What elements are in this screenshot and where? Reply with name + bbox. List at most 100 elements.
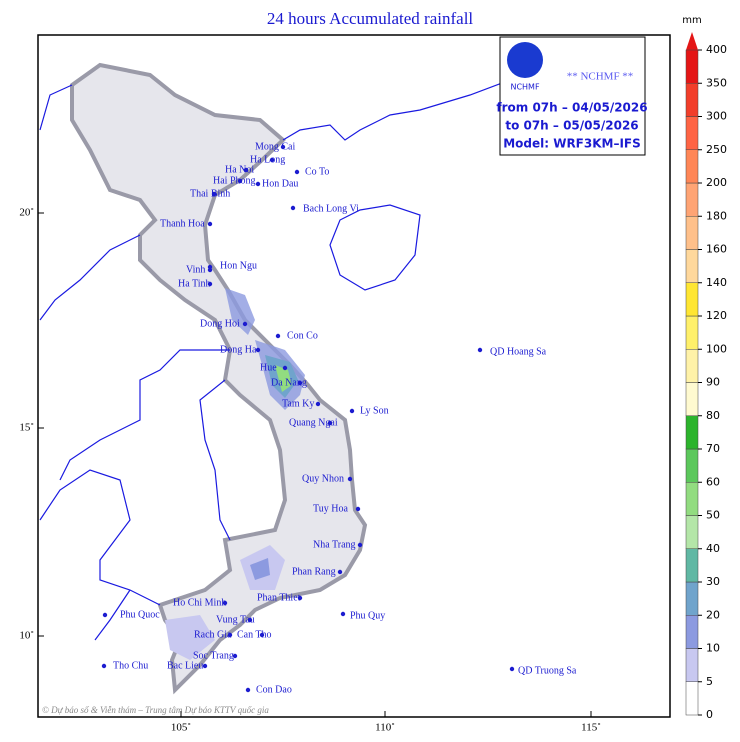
period-to: to 07h – 05/05/2026 — [505, 119, 638, 133]
lat-label: 15˚ — [19, 422, 34, 434]
colorbar-bin — [685, 615, 699, 649]
place-label: Nha Trang — [313, 539, 356, 550]
agency: ** NCHMF ** — [567, 71, 634, 83]
colorbar-label: 50 — [706, 509, 720, 522]
colorbar-bin — [685, 149, 699, 184]
place-dot — [202, 663, 208, 669]
colorbar-bin — [685, 216, 699, 250]
place-label: Tho Chu — [113, 660, 148, 671]
colorbar-arrow — [686, 32, 698, 50]
place-label: Rach Gia — [194, 629, 232, 640]
colorbar-bin — [685, 415, 699, 450]
place-label: Bac Lieu — [167, 660, 203, 671]
place-dot — [290, 205, 296, 211]
colorbar-bin — [685, 282, 699, 317]
rainfall — [165, 288, 305, 660]
place-label: Hon Ngu — [220, 260, 257, 271]
place-label: Co To — [305, 166, 329, 177]
place-label: Con Dao — [256, 684, 292, 695]
place-dot — [269, 157, 275, 163]
lon-label: 105˚ — [171, 722, 191, 734]
place-dot — [315, 401, 321, 407]
place-label: Phu Quoc — [120, 609, 160, 620]
place-label: QD Truong Sa — [518, 665, 577, 676]
colorbar-bin — [685, 581, 699, 616]
colorbar-label: 20 — [706, 608, 720, 621]
place-dot — [509, 666, 515, 672]
place-label: Tam Ky — [282, 398, 314, 409]
colorbar-label: 350 — [706, 76, 727, 89]
place-dot — [297, 595, 303, 601]
place-label: Ha Long — [250, 154, 285, 165]
place-dot — [102, 612, 108, 618]
place-dot — [327, 420, 333, 426]
colorbar-label: 0 — [706, 708, 713, 721]
colorbar-bin — [685, 349, 699, 383]
place-dot — [255, 181, 261, 187]
place-label: Thai Binh — [190, 188, 230, 199]
place-label: Thanh Hoa — [160, 218, 205, 229]
colorbar-unit: mm — [682, 15, 701, 26]
place-dot — [355, 506, 361, 512]
place-dot — [280, 144, 286, 150]
colorbar-label: 250 — [706, 143, 727, 156]
place-dot — [227, 632, 233, 638]
place-label: Tuy Hoa — [313, 503, 348, 514]
place-dot — [337, 569, 343, 575]
colorbar-label: 180 — [706, 209, 727, 222]
place-label: Hue — [260, 362, 277, 373]
place-label: Quy Nhon — [302, 473, 344, 484]
model: Model: WRF3KM–IFS — [503, 137, 641, 151]
place-label: Dong Ha — [220, 344, 257, 355]
place-label: Ho Chi Minh — [173, 597, 226, 608]
place-label: Can Tho — [237, 629, 272, 640]
place-dot — [211, 191, 217, 197]
colorbar-label: 30 — [706, 575, 720, 588]
place-label: Phan Rang — [292, 566, 336, 577]
place-dot — [101, 663, 107, 669]
colorbar-bin — [685, 648, 699, 682]
place-dot — [242, 321, 248, 327]
colorbar-bin — [685, 116, 699, 150]
colorbar-bin — [685, 448, 699, 483]
place-label: Bach Long Vi — [303, 203, 359, 214]
place-label: Dong Hoi — [200, 318, 240, 329]
place-label: Phu Quy — [350, 610, 385, 621]
place-dot — [237, 178, 243, 184]
lon-label: 115˚ — [581, 722, 601, 734]
place-dot — [477, 347, 483, 353]
place-dot — [207, 221, 213, 227]
colorbar-label: 400 — [706, 43, 727, 56]
logo-text: NCHMF — [510, 83, 539, 92]
place-dot — [255, 347, 261, 353]
place-label: Da Nang — [271, 377, 307, 388]
colorbar-bin — [685, 681, 699, 716]
colorbar-label: 200 — [706, 176, 727, 189]
place-label: QD Hoang Sa — [490, 346, 547, 357]
colorbar-bin — [685, 315, 699, 350]
colorbar-label: 160 — [706, 243, 727, 256]
colorbar-label: 140 — [706, 276, 727, 289]
place-label: Ha Noi — [225, 164, 254, 175]
period-from: from 07h – 04/05/2026 — [496, 101, 647, 115]
colorbar-bin — [685, 83, 699, 117]
logo: NCHMF ** NCHMF ** from 07h – 04/05/2026 … — [496, 36, 648, 156]
colorbar-bin — [685, 49, 699, 84]
place-dot — [349, 408, 355, 414]
place-label: Phan Thiet — [257, 592, 301, 603]
place-dot — [282, 365, 288, 371]
place-label: Hai Phong — [213, 175, 256, 186]
place-dot — [347, 476, 353, 482]
place-dot — [245, 687, 251, 693]
place-dot — [275, 333, 281, 339]
place-dot — [232, 653, 238, 659]
colorbar-label: 80 — [706, 409, 720, 422]
place-dot — [222, 600, 228, 606]
colorbar-bin — [685, 382, 699, 416]
place-dot — [294, 169, 300, 175]
credit: © Dự báo số & Viễn thám – Trung tâm Dự b… — [42, 705, 269, 715]
place-dot — [297, 380, 303, 386]
colorbar-label: 70 — [706, 442, 720, 455]
colorbar-bin — [685, 548, 699, 583]
colorbar-label: 5 — [706, 675, 713, 688]
